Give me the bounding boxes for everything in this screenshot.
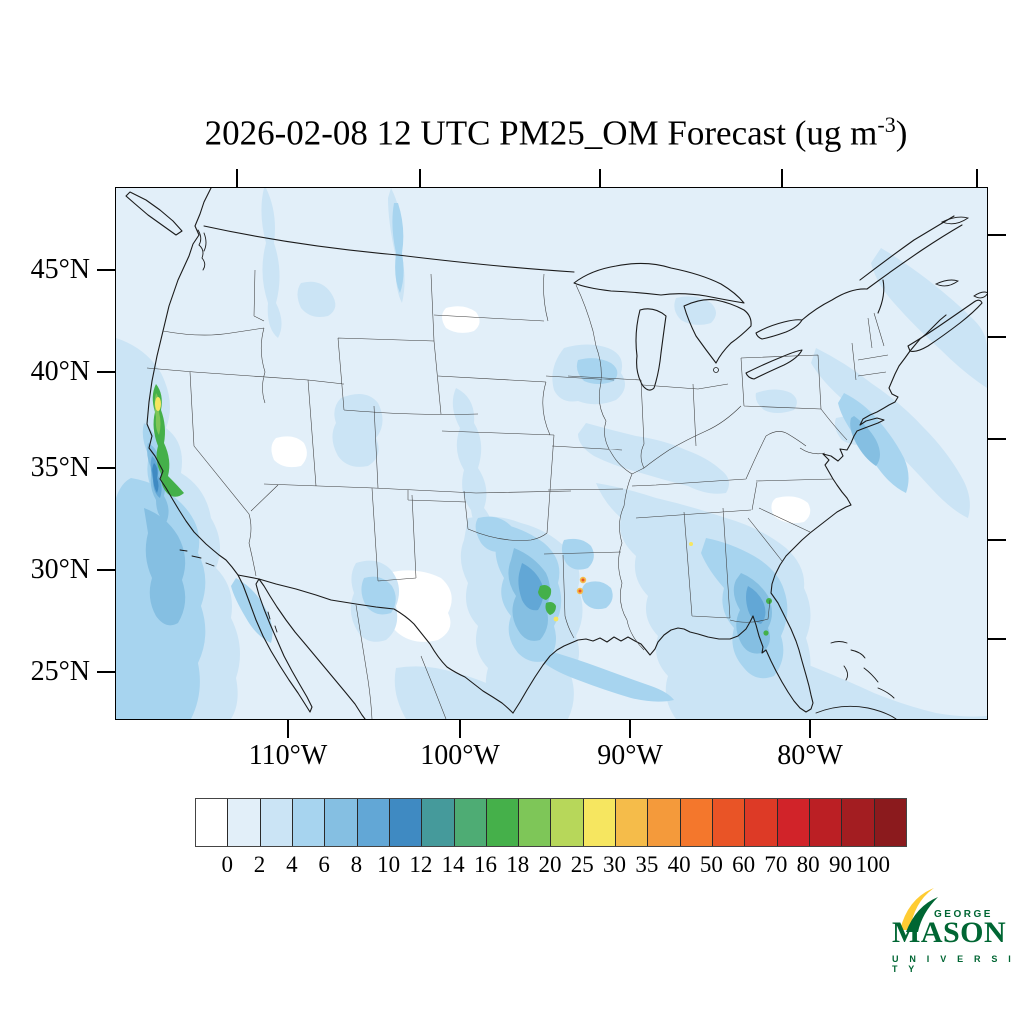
colorbar-cell <box>808 799 842 846</box>
page-title: 2026-02-08 12 UTC PM25_OM Forecast (ug m… <box>88 112 1024 154</box>
lon-tick-top <box>236 169 238 187</box>
colorbar-tick-label: 70 <box>764 852 788 877</box>
colorbar-cell <box>776 799 809 846</box>
lon-label: 110°W <box>248 740 328 771</box>
colorbar-tick-label: 10 <box>377 852 401 877</box>
colorbar-cell <box>647 799 680 846</box>
colorbar-tick-label: 4 <box>286 852 298 877</box>
lat-tick-left <box>97 671 115 673</box>
lat-tick-right <box>988 539 1006 541</box>
lat-tick-right <box>988 438 1006 440</box>
colorbar-cell <box>259 799 292 846</box>
gmu-logo-george: GEORGE <box>934 909 993 920</box>
colorbar-tick-label: 35 <box>635 852 659 877</box>
colorbar-cell <box>388 799 422 846</box>
colorbar-tick-label: 20 <box>538 852 562 877</box>
lon-tick-bottom <box>287 720 289 738</box>
title-exponent: -3 <box>877 112 896 137</box>
colorbar-cell <box>421 799 454 846</box>
colorbar-cell <box>841 799 874 846</box>
colorbar-cell <box>453 799 486 846</box>
lat-label: 25°N <box>30 656 90 687</box>
colorbar-cell <box>227 799 260 846</box>
colorbar-cell <box>324 799 357 846</box>
gmu-logo: GEORGE MASON U N I V E R S I T Y <box>890 888 1018 980</box>
lat-tick-left <box>97 467 115 469</box>
colorbar-cell <box>873 799 906 846</box>
colorbar-cell <box>196 799 228 846</box>
lon-tick-bottom <box>629 720 631 738</box>
colorbar-cell <box>712 799 745 846</box>
lon-tick-bottom <box>809 720 811 738</box>
colorbar-tick-label: 40 <box>667 852 691 877</box>
colorbar-cell <box>744 799 777 846</box>
colorbar-cell <box>550 799 583 846</box>
colorbar-tick-label: 90 <box>828 852 852 877</box>
colorbar-tick-label: 50 <box>699 852 723 877</box>
lat-label: 40°N <box>30 356 90 387</box>
colorbar-cell <box>518 799 551 846</box>
colorbar-tick-label: 30 <box>603 852 627 877</box>
colorbar <box>195 798 907 847</box>
lon-label: 80°W <box>777 740 843 771</box>
lat-tick-right <box>988 234 1006 236</box>
title-text: 2026-02-08 12 UTC PM25_OM Forecast (ug m <box>204 113 878 153</box>
lat-tick-right <box>988 638 1006 640</box>
map-plot-area <box>115 187 988 720</box>
lat-tick-left <box>97 371 115 373</box>
colorbar-cell <box>291 799 325 846</box>
colorbar-tick-label: 2 <box>253 852 266 877</box>
colorbar-cell <box>485 799 519 846</box>
title-suffix: ) <box>895 113 908 153</box>
colorbar-tick-label: 60 <box>732 852 756 877</box>
colorbar-cell <box>679 799 712 846</box>
lon-tick-top <box>419 169 421 187</box>
colorbar-cell <box>582 799 616 846</box>
colorbar-tick-label: 18 <box>506 852 530 877</box>
lat-tick-left <box>97 269 115 271</box>
lon-tick-bottom <box>459 720 461 738</box>
colorbar-tick-label: 6 <box>318 852 330 877</box>
colorbar-tick-label: 0 <box>221 852 234 877</box>
colorbar-tick-label: 12 <box>409 852 433 877</box>
lat-label: 35°N <box>30 452 90 483</box>
colorbar-cell <box>356 799 389 846</box>
lon-label: 100°W <box>420 740 500 771</box>
colorbar-tick-label: 8 <box>350 852 363 877</box>
colorbar-tick-label: 16 <box>473 852 497 877</box>
colorbar-tick-label: 14 <box>441 852 465 877</box>
gmu-leaf-icon <box>900 888 938 932</box>
colorbar-tick-label: 25 <box>570 852 594 877</box>
gmu-logo-mason: MASON <box>892 916 1007 949</box>
lon-tick-top <box>976 169 978 187</box>
lat-label: 30°N <box>30 554 90 585</box>
lat-tick-right <box>988 336 1006 338</box>
lat-label: 45°N <box>30 254 90 285</box>
colorbar-tick-label: 100 <box>855 852 890 877</box>
forecast-map <box>116 188 987 719</box>
colorbar-tick-label: 80 <box>796 852 820 877</box>
lon-label: 90°W <box>597 740 663 771</box>
lon-tick-top <box>781 169 783 187</box>
gmu-logo-university: U N I V E R S I T Y <box>892 954 1016 974</box>
lat-tick-left <box>97 569 115 571</box>
colorbar-cell <box>615 799 648 846</box>
lon-tick-top <box>599 169 601 187</box>
